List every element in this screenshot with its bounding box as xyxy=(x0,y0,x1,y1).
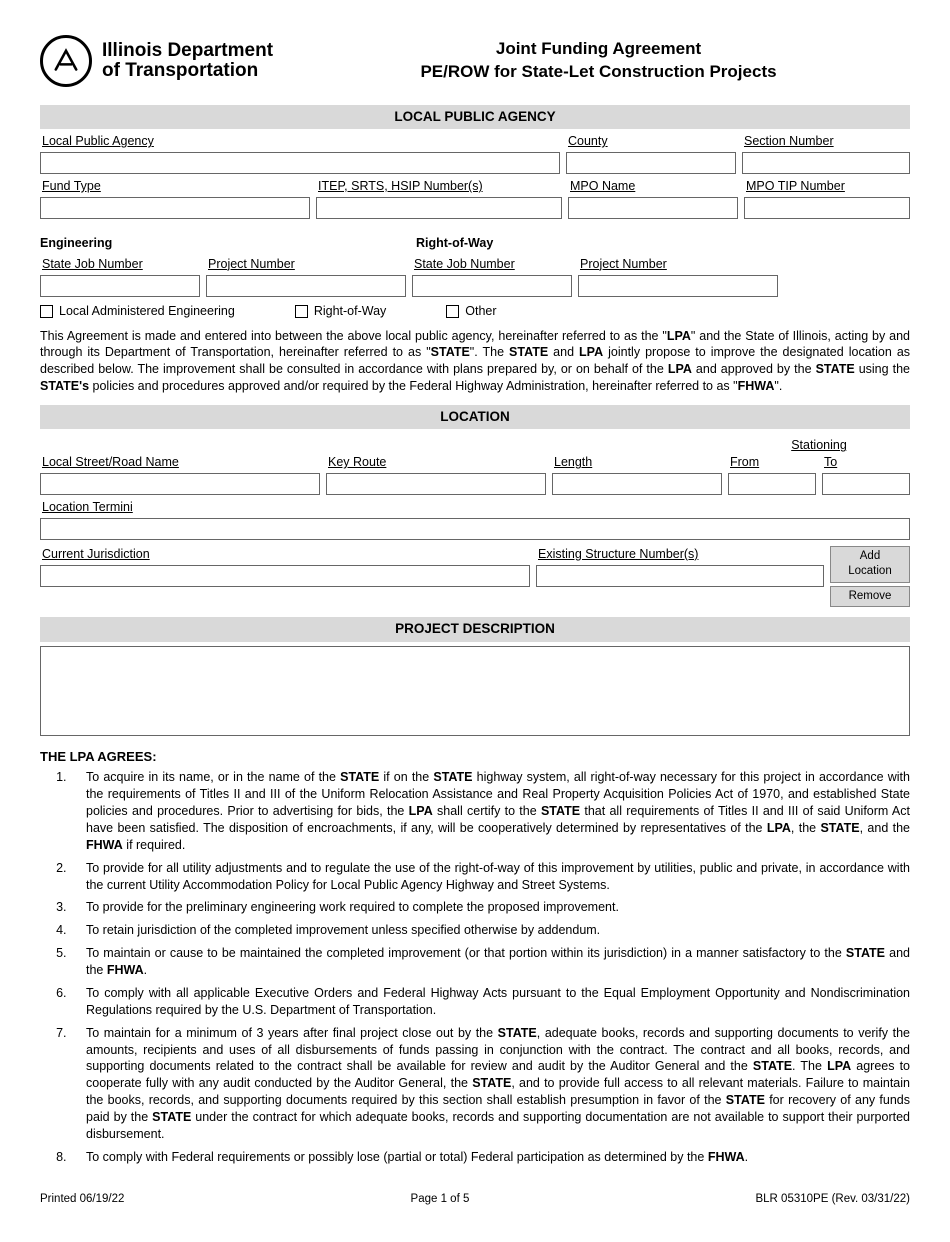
section-bar-lpa: LOCAL PUBLIC AGENCY xyxy=(40,105,910,129)
page-footer: Printed 06/19/22 Page 1 of 5 BLR 05310PE… xyxy=(40,1192,910,1208)
input-local-street[interactable] xyxy=(40,473,320,495)
input-to[interactable] xyxy=(822,473,910,495)
idot-logo-icon xyxy=(40,35,92,87)
agrees-list: To acquire in its name, or in the name o… xyxy=(70,769,910,1165)
input-current-jurisdiction[interactable] xyxy=(40,565,530,587)
project-description-box[interactable] xyxy=(40,646,910,736)
page-header: Illinois Department of Transportation Jo… xyxy=(40,35,910,87)
input-project-number-row[interactable] xyxy=(578,275,778,297)
eng-row-fields: State Job Number Project Number State Jo… xyxy=(40,256,910,297)
label-existing-structure: Existing Structure Number(s) xyxy=(536,546,824,563)
department-name: Illinois Department of Transportation xyxy=(102,41,273,81)
lpa-row1: Local Public Agency County Section Numbe… xyxy=(40,133,910,174)
dept-line2: of Transportation xyxy=(102,61,273,81)
title-line2: PE/ROW for State-Let Construction Projec… xyxy=(287,61,910,84)
label-state-job-eng: State Job Number xyxy=(40,256,200,273)
agree-item-2: To provide for all utility adjustments a… xyxy=(70,860,910,894)
agree-item-8: To comply with Federal requirements or p… xyxy=(70,1149,910,1166)
label-project-number-row: Project Number xyxy=(578,256,778,273)
label-local-street: Local Street/Road Name xyxy=(40,454,320,471)
label-fund-type: Fund Type xyxy=(40,178,310,195)
document-title: Joint Funding Agreement PE/ROW for State… xyxy=(287,38,910,84)
label-from: From xyxy=(728,454,816,471)
checkbox-row: Local Administered Engineering Right-of-… xyxy=(40,303,910,320)
footer-center: Page 1 of 5 xyxy=(411,1192,470,1208)
location-buttons: Add Location Remove xyxy=(830,546,910,608)
label-key-route: Key Route xyxy=(326,454,546,471)
agrees-title: THE LPA AGREES: xyxy=(40,748,910,766)
input-local-public-agency[interactable] xyxy=(40,152,560,174)
input-itep[interactable] xyxy=(316,197,562,219)
logo-block: Illinois Department of Transportation xyxy=(40,35,273,87)
label-to: To xyxy=(822,454,910,471)
location-row3: Current Jurisdiction Existing Structure … xyxy=(40,546,910,608)
checkbox-box-icon xyxy=(40,305,53,318)
footer-right: BLR 05310PE (Rev. 03/31/22) xyxy=(755,1192,910,1208)
input-length[interactable] xyxy=(552,473,722,495)
title-line1: Joint Funding Agreement xyxy=(287,38,910,61)
label-county: County xyxy=(566,133,736,150)
agree-item-3: To provide for the preliminary engineeri… xyxy=(70,899,910,916)
label-mpo-tip: MPO TIP Number xyxy=(744,178,910,195)
input-county[interactable] xyxy=(566,152,736,174)
input-from[interactable] xyxy=(728,473,816,495)
input-section-number[interactable] xyxy=(742,152,910,174)
checkbox-local-admin[interactable]: Local Administered Engineering xyxy=(40,303,235,320)
agree-item-4: To retain jurisdiction of the completed … xyxy=(70,922,910,939)
cb-label-other: Other xyxy=(465,303,496,320)
add-location-button[interactable]: Add Location xyxy=(830,546,910,583)
input-mpo-tip[interactable] xyxy=(744,197,910,219)
input-mpo-name[interactable] xyxy=(568,197,738,219)
input-key-route[interactable] xyxy=(326,473,546,495)
checkbox-box-icon xyxy=(295,305,308,318)
label-current-jurisdiction: Current Jurisdiction xyxy=(40,546,530,563)
label-local-public-agency: Local Public Agency xyxy=(40,133,560,150)
eng-row-headings: Engineering Right-of-Way xyxy=(40,227,910,252)
label-stationing: Stationing xyxy=(728,437,910,454)
input-location-termini[interactable] xyxy=(40,518,910,540)
input-project-number-eng[interactable] xyxy=(206,275,406,297)
cb-label-local-admin: Local Administered Engineering xyxy=(59,303,235,320)
checkbox-row-opt[interactable]: Right-of-Way xyxy=(295,303,386,320)
checkbox-box-icon xyxy=(446,305,459,318)
agree-item-6: To comply with all applicable Executive … xyxy=(70,985,910,1019)
checkbox-other[interactable]: Other xyxy=(446,303,496,320)
intro-paragraph: This Agreement is made and entered into … xyxy=(40,328,910,396)
label-itep: ITEP, SRTS, HSIP Number(s) xyxy=(316,178,562,195)
remove-button[interactable]: Remove xyxy=(830,586,910,608)
input-state-job-row[interactable] xyxy=(412,275,572,297)
section-bar-location: LOCATION xyxy=(40,405,910,429)
heading-row: Right-of-Way xyxy=(416,235,910,252)
cb-label-row: Right-of-Way xyxy=(314,303,386,320)
location-row1: Local Street/Road Name Key Route Length … xyxy=(40,433,910,495)
agree-item-1: To acquire in its name, or in the name o… xyxy=(70,769,910,853)
input-state-job-eng[interactable] xyxy=(40,275,200,297)
label-mpo-name: MPO Name xyxy=(568,178,738,195)
agree-item-7: To maintain for a minimum of 3 years aft… xyxy=(70,1025,910,1143)
input-existing-structure[interactable] xyxy=(536,565,824,587)
label-project-number-eng: Project Number xyxy=(206,256,406,273)
footer-left: Printed 06/19/22 xyxy=(40,1192,124,1208)
input-fund-type[interactable] xyxy=(40,197,310,219)
label-section-number: Section Number xyxy=(742,133,910,150)
label-location-termini: Location Termini xyxy=(40,499,910,516)
label-length: Length xyxy=(552,454,722,471)
agree-item-5: To maintain or cause to be maintained th… xyxy=(70,945,910,979)
lpa-row2: Fund Type ITEP, SRTS, HSIP Number(s) MPO… xyxy=(40,178,910,219)
section-bar-projdesc: PROJECT DESCRIPTION xyxy=(40,617,910,641)
dept-line1: Illinois Department xyxy=(102,41,273,61)
label-state-job-row: State Job Number xyxy=(412,256,572,273)
heading-engineering: Engineering xyxy=(40,235,410,252)
